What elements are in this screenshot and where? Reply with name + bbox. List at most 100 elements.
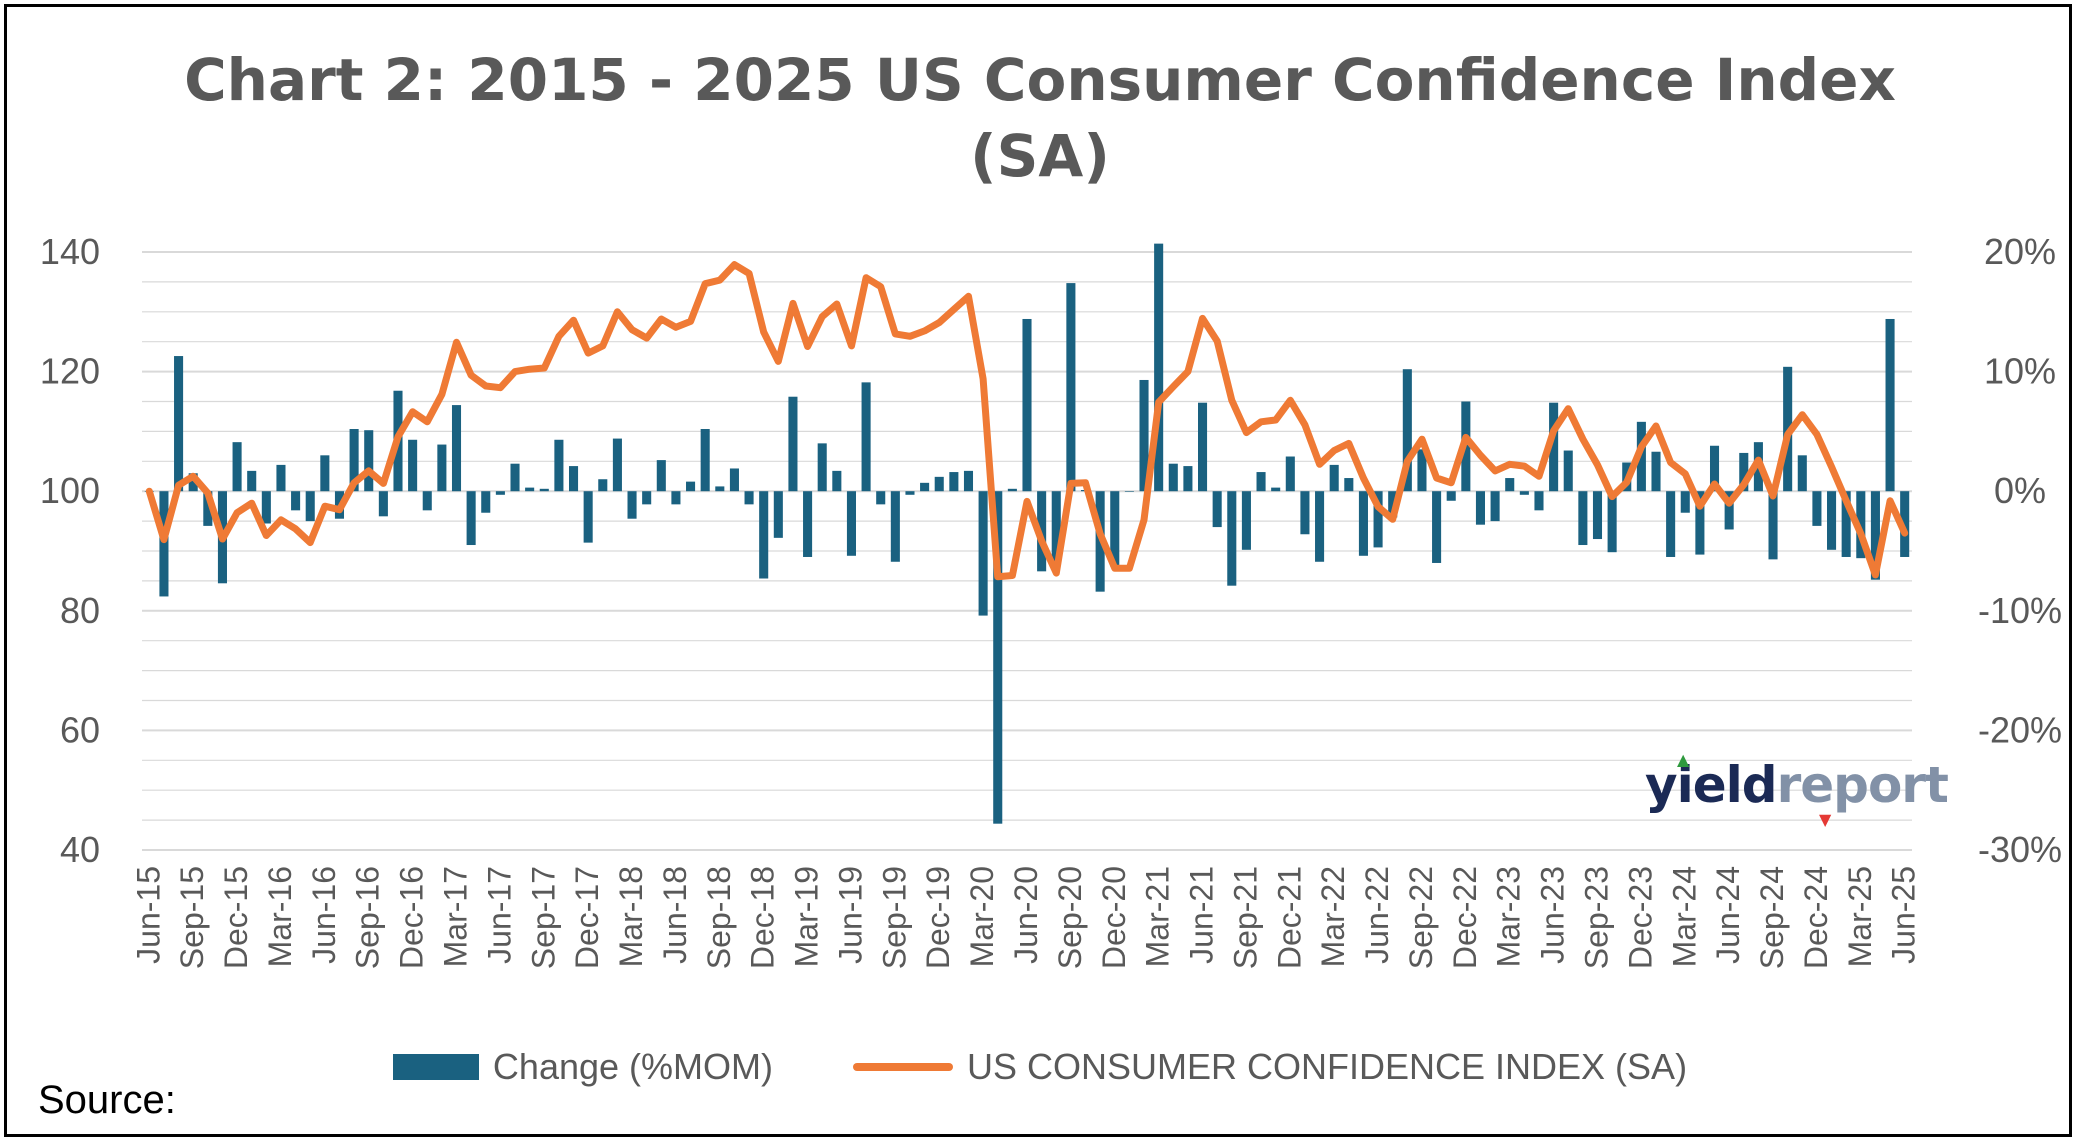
mom-change-bar xyxy=(773,491,783,538)
mom-change-bar xyxy=(349,429,359,492)
mom-change-bar xyxy=(1490,491,1500,522)
x-axis-tick-label: Dec-24 xyxy=(1798,866,1834,969)
mom-change-bar xyxy=(1651,451,1661,492)
mom-change-bar xyxy=(1475,491,1486,525)
legend-item-bar: Change (%MOM) xyxy=(392,1046,773,1088)
left-axis-tick-label: 40 xyxy=(60,829,100,870)
x-axis-tick-label: Mar-22 xyxy=(1315,866,1351,967)
chart-legend: Change (%MOM) US CONSUMER CONFIDENCE IND… xyxy=(0,1046,2080,1088)
x-axis-tick-label: Mar-23 xyxy=(1491,866,1527,967)
x-axis-tick-label: Dec-21 xyxy=(1271,866,1307,969)
confidence-index-line xyxy=(145,261,1909,581)
x-axis-tick-label: Dec-19 xyxy=(920,866,956,969)
mom-change-bar xyxy=(232,442,242,492)
x-axis-tick-label: Jun-25 xyxy=(1886,866,1922,964)
x-axis-tick-label: Jun-16 xyxy=(306,866,342,964)
mom-change-bar xyxy=(1066,283,1076,492)
mom-change-bar xyxy=(1051,491,1061,562)
mom-change-bar xyxy=(920,482,930,492)
mom-change-bar xyxy=(1724,491,1734,530)
mom-change-bar xyxy=(1607,491,1617,553)
mom-change-bar xyxy=(291,491,301,511)
mom-change-bar xyxy=(378,491,388,517)
left-axis-tick-label: 120 xyxy=(40,351,100,392)
mom-change-bar xyxy=(1007,488,1017,492)
mom-change-bar xyxy=(978,491,988,616)
left-axis-tick-label: 80 xyxy=(60,590,100,631)
mom-change-bar xyxy=(1870,491,1880,580)
x-axis-tick-label: Mar-18 xyxy=(613,866,649,967)
mom-change-bar xyxy=(1666,491,1676,557)
mom-change-bar xyxy=(700,429,710,492)
mom-change-bar xyxy=(729,468,739,492)
mom-change-bar xyxy=(861,382,871,492)
right-axis-tick-label: -30% xyxy=(1978,829,2062,870)
x-axis-tick-label: Jun-15 xyxy=(130,866,166,964)
x-axis-tick-label: Sep-16 xyxy=(350,866,386,969)
right-axis-tick-label: 0% xyxy=(1994,470,2046,511)
mom-change-bar xyxy=(788,396,798,492)
mom-change-bar xyxy=(1300,491,1310,535)
mom-change-bar xyxy=(759,491,769,579)
mom-change-bar xyxy=(1271,487,1281,492)
left-axis-tick-label: 60 xyxy=(60,709,100,750)
mom-change-bar xyxy=(1739,452,1749,492)
left-axis-tick-label: 100 xyxy=(40,470,100,511)
mom-change-bar xyxy=(539,488,549,492)
mom-change-bar xyxy=(568,466,579,492)
x-axis-tick-label: Mar-19 xyxy=(789,866,825,967)
mom-change-bar xyxy=(1154,243,1164,492)
mom-change-bar xyxy=(203,491,213,526)
x-axis-tick-label: Mar-17 xyxy=(438,866,474,967)
logo-down-arrow-icon: ▼ xyxy=(1819,810,1831,829)
mom-change-bar xyxy=(1139,379,1149,492)
mom-change-bar xyxy=(1578,491,1588,546)
x-axis-tick-label: Jun-24 xyxy=(1710,866,1746,964)
legend-line-label: US CONSUMER CONFIDENCE INDEX (SA) xyxy=(967,1046,1688,1087)
x-axis-tick-label: Sep-24 xyxy=(1754,866,1790,969)
right-axis-tick-label: -10% xyxy=(1978,590,2062,631)
mom-change-bar xyxy=(744,491,754,505)
mom-change-bar xyxy=(1709,445,1720,492)
logo-text-report: report xyxy=(1776,756,1949,814)
right-axis-tick-label: -20% xyxy=(1978,709,2062,750)
mom-change-bar xyxy=(905,491,915,495)
x-axis-tick-label: Sep-17 xyxy=(525,866,561,969)
mom-change-bar xyxy=(1841,491,1851,557)
mom-change-bar xyxy=(466,491,476,546)
mom-change-bar xyxy=(598,479,608,492)
mom-change-bar xyxy=(1022,318,1032,492)
chart-title-line-2: (SA) xyxy=(970,122,1110,190)
mom-change-bar xyxy=(1212,491,1222,528)
mom-change-bar xyxy=(510,463,520,492)
mom-change-bar xyxy=(1519,491,1529,495)
x-axis-tick-label: Dec-22 xyxy=(1447,866,1483,969)
mom-change-bar xyxy=(1432,491,1442,563)
mom-change-bar xyxy=(1680,491,1690,513)
logo-up-arrow-icon: ▲ xyxy=(1677,750,1689,769)
mom-change-bar xyxy=(993,491,1003,824)
mom-change-bar xyxy=(1534,491,1544,511)
mom-change-bar xyxy=(1402,369,1412,492)
x-axis-tick-label: Jun-23 xyxy=(1535,866,1571,964)
mom-change-bar xyxy=(554,439,564,492)
x-axis-tick-label: Dec-20 xyxy=(1096,866,1132,969)
mom-change-bar xyxy=(1183,466,1193,492)
mom-change-bar xyxy=(481,491,491,513)
legend-item-line: US CONSUMER CONFIDENCE INDEX (SA) xyxy=(853,1046,1687,1088)
x-axis-tick-label: Mar-20 xyxy=(964,866,1000,967)
mom-change-bar xyxy=(627,491,637,519)
mom-change-bar xyxy=(1256,472,1266,492)
mom-change-bar xyxy=(525,487,535,492)
mom-change-bar xyxy=(817,443,827,492)
mom-change-bar xyxy=(1505,478,1515,492)
x-axis-tick-label: Mar-16 xyxy=(262,866,298,967)
x-axis-tick-label: Sep-19 xyxy=(876,866,912,969)
mom-change-bar xyxy=(846,491,856,556)
legend-line-swatch xyxy=(853,1063,953,1071)
mom-change-bar xyxy=(934,476,944,492)
mom-change-bar xyxy=(1812,491,1822,526)
legend-bar-label: Change (%MOM) xyxy=(492,1046,773,1087)
x-axis-tick-label: Jun-17 xyxy=(481,866,517,964)
